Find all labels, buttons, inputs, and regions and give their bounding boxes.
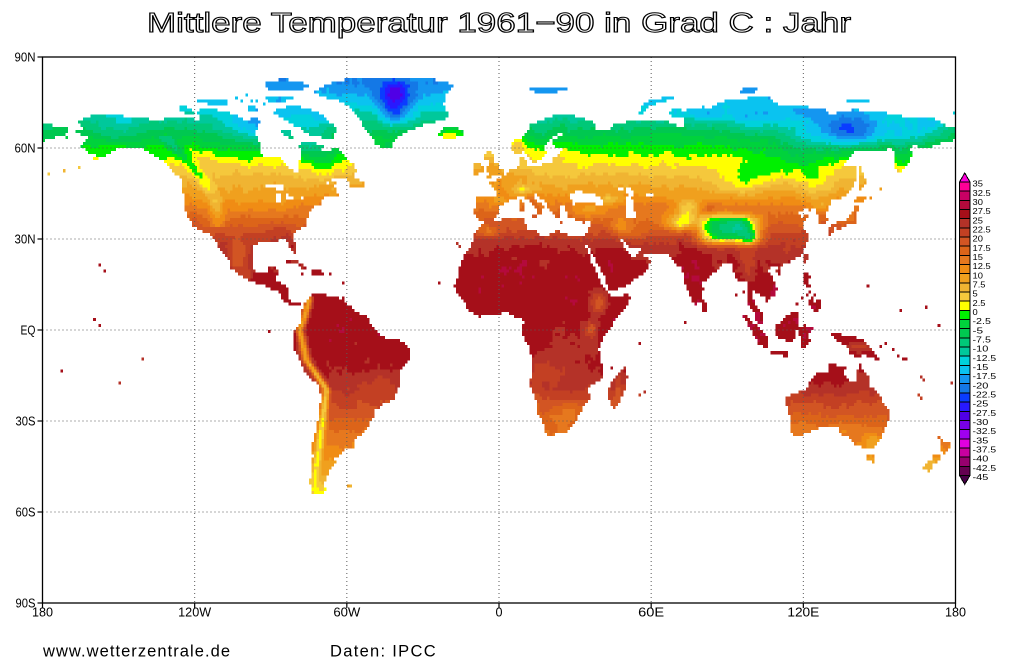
svg-text:-20: -20 — [973, 381, 990, 390]
svg-text:120E: 120E — [787, 605, 819, 620]
svg-text:-5: -5 — [973, 326, 984, 335]
svg-text:EQ: EQ — [21, 322, 36, 337]
svg-text:60N: 60N — [15, 140, 36, 155]
svg-text:180: 180 — [945, 605, 966, 620]
svg-text:60E: 60E — [638, 605, 664, 620]
svg-text:www.wetterzentrale.de: www.wetterzentrale.de — [42, 643, 231, 661]
svg-text:Daten: IPCC: Daten: IPCC — [330, 643, 437, 661]
svg-text:15: 15 — [973, 253, 984, 262]
svg-text:90S: 90S — [16, 595, 36, 610]
svg-text:-25: -25 — [973, 400, 990, 409]
svg-text:-15: -15 — [973, 363, 990, 372]
svg-text:0: 0 — [973, 308, 979, 317]
svg-text:35: 35 — [973, 180, 984, 189]
svg-text:20: 20 — [973, 235, 984, 244]
svg-text:22.5: 22.5 — [973, 225, 992, 234]
svg-text:60S: 60S — [16, 504, 36, 519]
svg-text:0: 0 — [496, 605, 503, 620]
svg-text:-35: -35 — [973, 436, 990, 445]
svg-text:12.5: 12.5 — [973, 262, 992, 271]
svg-text:30S: 30S — [16, 413, 36, 428]
svg-text:-22.5: -22.5 — [973, 391, 997, 400]
svg-text:30N: 30N — [15, 231, 36, 246]
svg-text:-32.5: -32.5 — [973, 427, 997, 436]
svg-text:Mittlere Temperatur 1961−90 in: Mittlere Temperatur 1961−90 in Grad C : … — [147, 7, 851, 38]
svg-text:5: 5 — [973, 290, 979, 299]
svg-text:60W: 60W — [333, 605, 361, 620]
svg-text:-17.5: -17.5 — [973, 372, 997, 381]
svg-text:25: 25 — [973, 216, 984, 225]
svg-text:-12.5: -12.5 — [973, 354, 997, 363]
svg-text:90N: 90N — [15, 49, 36, 64]
svg-text:120W: 120W — [178, 605, 212, 620]
svg-text:180: 180 — [32, 605, 53, 620]
svg-text:-7.5: -7.5 — [973, 335, 992, 344]
svg-text:-37.5: -37.5 — [973, 446, 997, 455]
svg-text:-27.5: -27.5 — [973, 409, 997, 418]
svg-text:7.5: 7.5 — [973, 280, 987, 289]
svg-text:-42.5: -42.5 — [973, 464, 997, 473]
svg-text:-45: -45 — [973, 473, 990, 482]
svg-text:-30: -30 — [973, 418, 990, 427]
svg-text:2.5: 2.5 — [973, 299, 987, 308]
svg-text:-40: -40 — [973, 455, 990, 464]
svg-text:17.5: 17.5 — [973, 244, 992, 253]
svg-text:32.5: 32.5 — [973, 189, 992, 198]
svg-text:10: 10 — [973, 271, 984, 280]
svg-text:30: 30 — [973, 198, 984, 207]
svg-text:-2.5: -2.5 — [973, 317, 992, 326]
svg-text:27.5: 27.5 — [973, 207, 992, 216]
svg-text:-10: -10 — [973, 345, 990, 354]
